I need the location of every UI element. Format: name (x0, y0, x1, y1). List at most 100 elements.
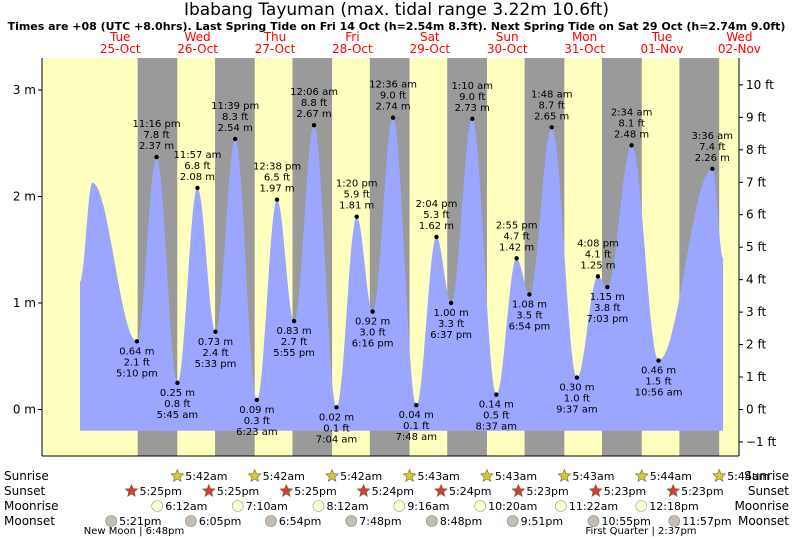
high-tide-label: 9.0 ft (380, 91, 406, 102)
low-tide-label: 0.30 m (559, 383, 594, 394)
high-tide-label: 1.62 m (419, 221, 454, 232)
moonset-icon (587, 515, 600, 527)
moonset-time: 6:54pm (279, 515, 321, 528)
high-tide-label: 11:16 pm (132, 119, 180, 130)
tide-point (354, 214, 359, 219)
tide-point (574, 375, 580, 380)
low-tide-label: 2.4 ft (202, 348, 228, 359)
y-tick-label-right: 4 ft (746, 273, 766, 287)
high-tide-label: 8.3 ft (222, 112, 248, 123)
low-tide-label: 3.5 ft (516, 310, 542, 321)
low-tide-label: 0.64 m (119, 346, 154, 357)
y-tick-label-right: 2 ft (746, 338, 766, 352)
sunset-time: 5:25pm (139, 485, 181, 498)
sunrise-time: 5:43am (495, 470, 537, 483)
tide-point (414, 403, 419, 408)
moonrise-icon (151, 500, 164, 512)
y-tick-label-right: 8 ft (746, 143, 766, 157)
moonset-icon (426, 515, 438, 527)
low-tide-label: 0.02 m (319, 412, 354, 423)
y-tick-label-right: 6 ft (746, 208, 766, 222)
sunrise-time: 5:43am (572, 470, 614, 483)
moonset-icon (345, 515, 358, 527)
tide-point (154, 154, 159, 160)
low-tide-label: 0.92 m (355, 317, 390, 328)
day-of-week-label: Tue (109, 30, 131, 44)
date-label: 26-Oct (177, 42, 218, 56)
high-tide-label: 5.3 ft (423, 210, 449, 221)
tide-point (514, 256, 519, 261)
tide-point (390, 115, 396, 120)
high-tide-label: 1.81 m (339, 201, 374, 212)
row-label-right: Sunrise (744, 469, 789, 483)
high-tide-label: 9.0 ft (459, 92, 485, 103)
tide-point (254, 397, 260, 403)
sunset-time: 5:23pm (681, 485, 723, 498)
y-tick-label-left: 0 m (13, 403, 36, 417)
high-tide-label: 6.8 ft (184, 161, 210, 172)
high-tide-label: 2.08 m (180, 172, 215, 183)
moonset-icon (265, 515, 277, 527)
sunset-icon (666, 483, 681, 497)
tide-point (656, 358, 661, 363)
tide-point (494, 392, 499, 397)
row-label-left: Moonset (4, 514, 55, 528)
high-tide-label: 7.8 ft (143, 130, 169, 141)
low-tide-label: 6:37 pm (430, 330, 472, 341)
day-of-week-label: Tue (651, 30, 673, 44)
tide-point (470, 116, 475, 121)
high-tide-label: 1:20 pm (336, 179, 378, 190)
low-tide-label: 3.3 ft (438, 319, 464, 330)
day-of-week-label: Wed (726, 30, 752, 44)
tide-point (605, 284, 610, 290)
moonrise-icon (312, 500, 325, 512)
sunrise-time: 5:44am (727, 470, 769, 483)
sunset-time: 5:25pm (217, 485, 259, 498)
moonset-time: 5:21pm (119, 515, 161, 528)
tide-area (80, 117, 724, 431)
y-tick-label-left: 3 m (13, 83, 36, 97)
low-tide-label: 0.83 m (276, 326, 311, 337)
moonset-icon (506, 515, 519, 527)
tide-point (434, 234, 439, 240)
high-tide-label: 2.73 m (455, 103, 490, 114)
low-tide-label: 7:48 am (395, 432, 437, 443)
sunrise-icon (170, 468, 185, 482)
low-tide-label: 0.1 ft (403, 421, 429, 432)
sunrise-icon (480, 468, 494, 482)
high-tide-label: 2:55 pm (496, 220, 538, 231)
tide-point (527, 292, 532, 297)
moonrise-icon (231, 500, 244, 512)
tide-point (134, 339, 140, 344)
tide-point (448, 300, 454, 306)
high-tide-label: 2.65 m (534, 111, 569, 122)
high-tide-label: 12:38 pm (253, 162, 301, 173)
day-of-week-label: Sun (496, 30, 519, 44)
low-tide-label: 9:37 am (556, 405, 598, 416)
high-tide-label: 7.4 ft (699, 142, 725, 153)
y-tick-label-right: 3 ft (746, 305, 766, 319)
tide-point (274, 197, 280, 202)
low-tide-label: 5:45 am (157, 410, 199, 421)
moonrise-time: 9:16am (407, 500, 449, 513)
high-tide-label: 2:34 am (611, 107, 653, 118)
y-tick-label-right: 9 ft (746, 110, 766, 124)
tide-point (291, 318, 297, 324)
y-tick-label-left: 1 m (13, 296, 36, 310)
high-tide-label: 5.9 ft (344, 190, 370, 201)
high-tide-label: 2.26 m (695, 153, 730, 164)
sunset-icon (434, 483, 448, 497)
day-of-week-label: Wed (185, 30, 211, 44)
row-label-right: Sunset (748, 484, 789, 498)
high-tide-label: 3:36 am (692, 131, 734, 142)
high-tide-label: 1.97 m (259, 184, 294, 195)
sunrise-time: 5:42am (263, 470, 305, 483)
date-label: 27-Oct (255, 42, 296, 56)
high-tide-label: 2.54 m (218, 123, 253, 134)
moonset-icon (105, 515, 117, 527)
high-tide-label: 2.67 m (296, 109, 331, 120)
low-tide-label: 5:10 pm (116, 368, 158, 379)
date-label: 29-Oct (409, 42, 450, 56)
moon-phase-label: New Moon | 6:48pm (84, 526, 184, 537)
high-tide-label: 8.7 ft (539, 100, 565, 111)
